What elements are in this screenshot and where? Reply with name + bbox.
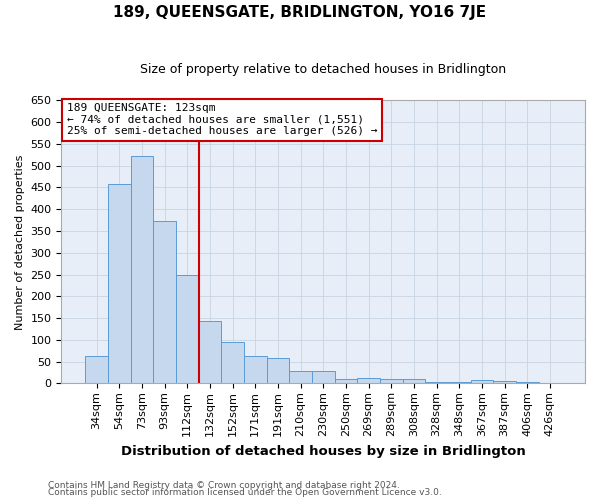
Bar xyxy=(266,358,289,384)
Bar xyxy=(153,222,176,384)
Bar xyxy=(448,382,470,384)
Text: 189 QUEENSGATE: 123sqm
← 74% of detached houses are smaller (1,551)
25% of semi-: 189 QUEENSGATE: 123sqm ← 74% of detached… xyxy=(67,103,377,136)
Bar xyxy=(108,184,131,384)
Bar xyxy=(425,382,448,384)
Bar xyxy=(85,356,108,384)
Bar xyxy=(131,156,153,384)
Bar xyxy=(221,342,244,384)
Text: 189, QUEENSGATE, BRIDLINGTON, YO16 7JE: 189, QUEENSGATE, BRIDLINGTON, YO16 7JE xyxy=(113,5,487,20)
Bar xyxy=(199,321,221,384)
Bar xyxy=(470,380,493,384)
Bar xyxy=(493,381,516,384)
Bar xyxy=(244,356,266,384)
Title: Size of property relative to detached houses in Bridlington: Size of property relative to detached ho… xyxy=(140,62,506,76)
Bar xyxy=(176,274,199,384)
Bar xyxy=(516,382,539,384)
Bar xyxy=(289,371,312,384)
Text: Contains HM Land Registry data © Crown copyright and database right 2024.: Contains HM Land Registry data © Crown c… xyxy=(48,480,400,490)
Bar xyxy=(539,382,561,384)
Bar xyxy=(312,371,335,384)
Bar xyxy=(335,379,357,384)
Bar xyxy=(403,379,425,384)
Bar xyxy=(380,379,403,384)
X-axis label: Distribution of detached houses by size in Bridlington: Distribution of detached houses by size … xyxy=(121,444,526,458)
Bar xyxy=(357,378,380,384)
Y-axis label: Number of detached properties: Number of detached properties xyxy=(15,154,25,330)
Text: Contains public sector information licensed under the Open Government Licence v3: Contains public sector information licen… xyxy=(48,488,442,497)
